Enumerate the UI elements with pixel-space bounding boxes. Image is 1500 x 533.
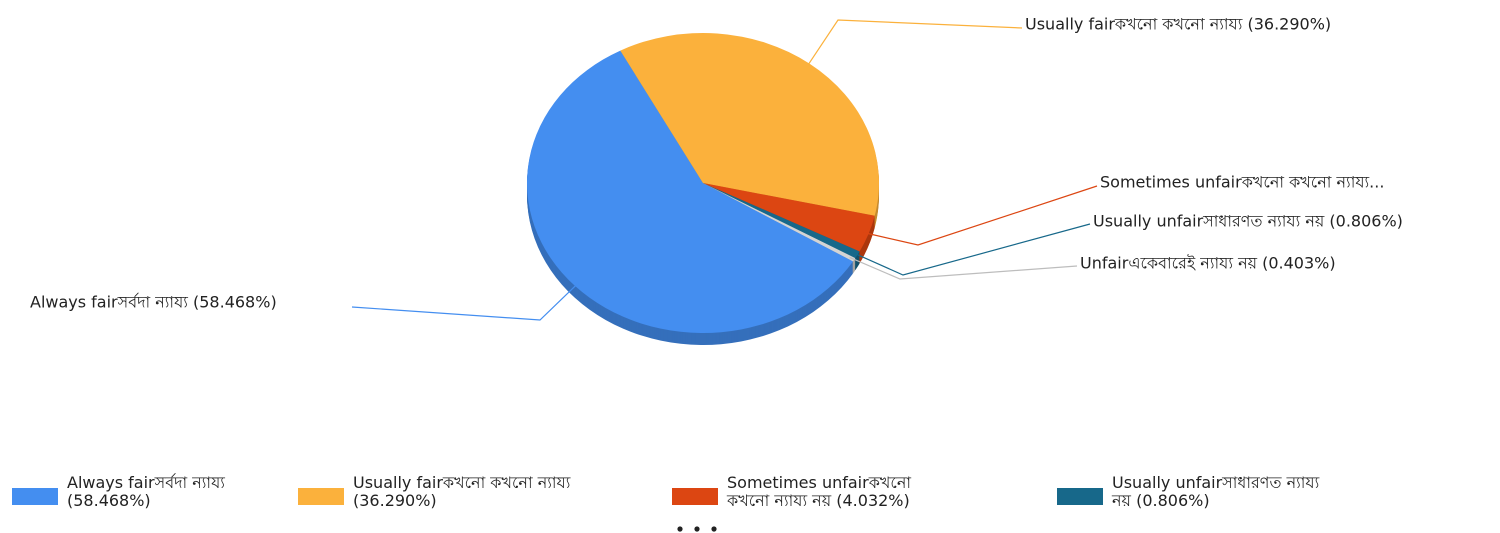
legend-text: Usually unfairসাধারণত ন্যায্য নয় (0.806… — [1112, 474, 1337, 510]
pagination-dot — [677, 526, 683, 532]
legend-text: Sometimes unfairকখনো কখনো ন্যায্য নয় (4… — [727, 474, 952, 510]
callout-line — [849, 256, 1078, 280]
callout-label: Usually unfairসাধারণত ন্যায্য নয় (0.806… — [1093, 212, 1403, 231]
slice — [703, 183, 875, 252]
legend-item: Always fairসর্বদা ন্যায্য (58.468%) — [12, 474, 292, 510]
legend-swatch — [1057, 488, 1103, 505]
callout-label: Usually fairকখনো কখনো ন্যায্য (36.290%) — [1025, 15, 1331, 34]
legend-value: (4.032%) — [836, 491, 910, 510]
callout-line — [852, 223, 1091, 276]
legend-name: Always fairসর্বদা ন্যায্য — [67, 473, 225, 492]
callout-label: Unfairএকেবারেই ন্যায্য নয় (0.403%) — [1080, 254, 1336, 273]
legend-text: Usually fairকখনো কখনো ন্যায্য (36.290%) — [353, 474, 578, 510]
legend-swatch — [12, 488, 58, 505]
callout-line — [863, 185, 1098, 246]
slice — [527, 50, 854, 333]
legend-swatch — [672, 488, 718, 505]
callout-label: Sometimes unfairকখনো কখনো ন্যায্য... — [1100, 173, 1384, 192]
slice — [703, 183, 856, 262]
legend-text: Always fairসর্বদা ন্যায্য (58.468%) — [67, 474, 292, 510]
pagination-dot — [711, 526, 717, 532]
legend-name: Sometimes unfairকখনো কখনো ন্যায্য নয় — [727, 473, 912, 510]
legend-value: (58.468%) — [67, 491, 151, 510]
legend-item: Sometimes unfairকখনো কখনো ন্যায্য নয় (4… — [672, 474, 952, 510]
callout-label: Always fairসর্বদা ন্যায্য (58.468%) — [30, 293, 277, 312]
callout-line — [805, 19, 1023, 68]
slice — [620, 32, 879, 216]
pagination-dot — [694, 526, 700, 532]
legend-swatch — [298, 488, 344, 505]
legend-value: (36.290%) — [353, 491, 437, 510]
callout-line — [351, 282, 580, 321]
legend-value: (0.806%) — [1136, 491, 1210, 510]
legend-name: Usually fairকখনো কখনো ন্যায্য — [353, 473, 571, 492]
slice — [703, 183, 860, 259]
legend-item: Usually fairকখনো কখনো ন্যায্য (36.290%) — [298, 474, 578, 510]
legend-item: Usually unfairসাধারণত ন্যায্য নয় (0.806… — [1057, 474, 1337, 510]
legend-name: Usually unfairসাধারণত ন্যায্য নয় — [1112, 473, 1320, 510]
